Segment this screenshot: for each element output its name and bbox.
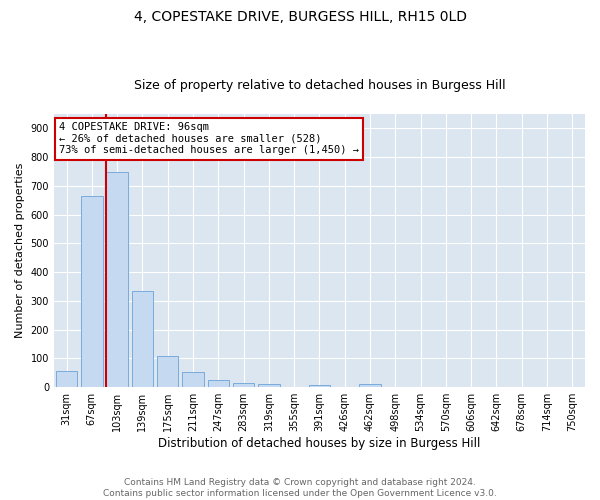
Y-axis label: Number of detached properties: Number of detached properties [15, 163, 25, 338]
Bar [309, 385, 330, 387]
Bar [81, 196, 103, 387]
Bar [56, 372, 77, 387]
Bar [182, 372, 204, 387]
Title: Size of property relative to detached houses in Burgess Hill: Size of property relative to detached ho… [134, 79, 505, 92]
Text: 4 COPESTAKE DRIVE: 96sqm
← 26% of detached houses are smaller (528)
73% of semi-: 4 COPESTAKE DRIVE: 96sqm ← 26% of detach… [59, 122, 359, 156]
Bar [233, 383, 254, 387]
Bar [131, 291, 153, 387]
Bar [359, 384, 381, 387]
Text: Contains HM Land Registry data © Crown copyright and database right 2024.
Contai: Contains HM Land Registry data © Crown c… [103, 478, 497, 498]
Bar [157, 356, 178, 387]
Bar [258, 384, 280, 387]
Bar [208, 380, 229, 387]
Text: 4, COPESTAKE DRIVE, BURGESS HILL, RH15 0LD: 4, COPESTAKE DRIVE, BURGESS HILL, RH15 0… [133, 10, 467, 24]
Bar [106, 172, 128, 387]
X-axis label: Distribution of detached houses by size in Burgess Hill: Distribution of detached houses by size … [158, 437, 481, 450]
